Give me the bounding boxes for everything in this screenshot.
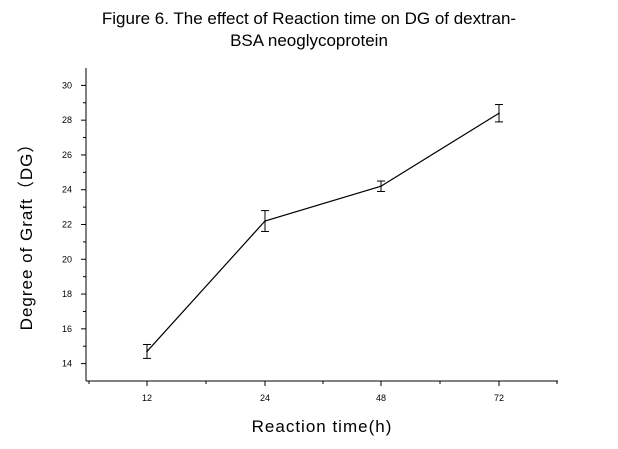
x-axis-label: Reaction time(h) [252, 417, 393, 436]
y-ticks: 14 16 18 20 22 24 26 28 30 [62, 80, 86, 369]
x-ticks: 12 24 48 72 [88, 381, 558, 403]
x-tick-label: 12 [142, 393, 152, 403]
chart-title-line-2: BSA neoglycoprotein [230, 31, 388, 50]
y-tick-label: 24 [62, 185, 72, 195]
y-axis-label: Degree of Graft（DG） [17, 135, 36, 331]
data-point [146, 350, 148, 353]
y-tick-label: 20 [62, 254, 72, 264]
chart-title: Figure 6. The effect of Reaction time on… [0, 8, 618, 52]
y-tick-label: 28 [62, 115, 72, 125]
x-tick-label: 48 [376, 393, 386, 403]
chart-title-line-1: Figure 6. The effect of Reaction time on… [101, 9, 517, 28]
data-point [380, 185, 382, 188]
data-point [498, 112, 500, 115]
x-tick-label: 24 [260, 393, 270, 403]
y-tick-label: 30 [62, 80, 72, 90]
data-point [264, 220, 266, 222]
y-tick-label: 14 [62, 359, 72, 369]
series-group [143, 104, 503, 359]
series-line [146, 112, 500, 352]
y-tick-label: 22 [62, 220, 72, 230]
y-tick-label: 18 [62, 289, 72, 299]
y-tick-label: 26 [62, 150, 72, 160]
y-tick-label: 16 [62, 324, 72, 334]
x-tick-label: 72 [494, 393, 504, 403]
